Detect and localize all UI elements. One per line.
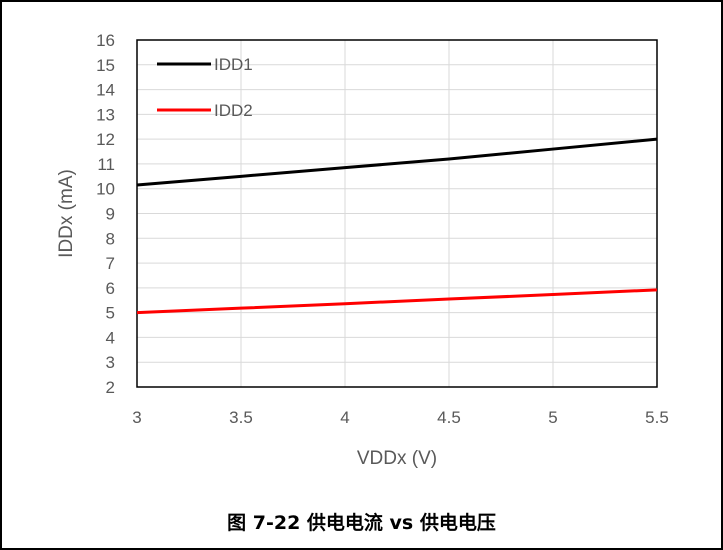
y-tick-label-3: 5 bbox=[106, 304, 115, 323]
y-tick-label-12: 14 bbox=[96, 81, 115, 100]
y-tick-label-9: 11 bbox=[97, 155, 115, 174]
y-tick-label-5: 7 bbox=[106, 254, 115, 273]
plot-area-border bbox=[136, 39, 658, 388]
x-tick-label-3: 4.5 bbox=[437, 408, 461, 427]
x-tick-label-2: 4 bbox=[340, 408, 349, 427]
legend: IDD1 IDD2 bbox=[157, 55, 253, 120]
y-tick-label-4: 6 bbox=[106, 279, 115, 298]
series-line-idd1 bbox=[136, 137, 658, 187]
y-tick-label-14: 16 bbox=[96, 31, 115, 50]
y-tick-label-11: 13 bbox=[96, 105, 115, 124]
y-tick-label-13: 15 bbox=[96, 56, 115, 75]
figure-caption: 图 7-22 供电电流 vs 供电电压 bbox=[227, 512, 496, 534]
y-tick-label-7: 9 bbox=[106, 205, 115, 224]
x-tick-label-5: 5.5 bbox=[645, 408, 669, 427]
series-line-idd2 bbox=[136, 288, 658, 315]
legend-label-idd1: IDD1 bbox=[214, 55, 253, 74]
series-lines bbox=[136, 137, 658, 315]
grid bbox=[136, 39, 658, 388]
y-tick-labels: 2 3 4 5 6 7 8 9 10 11 12 13 14 15 16 bbox=[96, 31, 115, 397]
x-axis-title: VDDx (V) bbox=[357, 448, 437, 469]
y-axis-title: IDDx (mA) bbox=[56, 169, 77, 258]
legend-label-idd2: IDD2 bbox=[214, 101, 253, 120]
y-tick-label-2: 4 bbox=[106, 328, 115, 347]
y-tick-label-8: 10 bbox=[96, 180, 115, 199]
y-tick-label-10: 12 bbox=[96, 130, 115, 149]
x-tick-label-0: 3 bbox=[132, 408, 141, 427]
y-tick-label-1: 3 bbox=[106, 353, 115, 372]
x-tick-label-1: 3.5 bbox=[229, 408, 253, 427]
y-tick-label-0: 2 bbox=[106, 378, 115, 397]
x-tick-labels: 3 3.5 4 4.5 5 5.5 bbox=[132, 408, 669, 427]
y-tick-label-6: 8 bbox=[106, 229, 115, 248]
x-tick-label-4: 5 bbox=[548, 408, 557, 427]
